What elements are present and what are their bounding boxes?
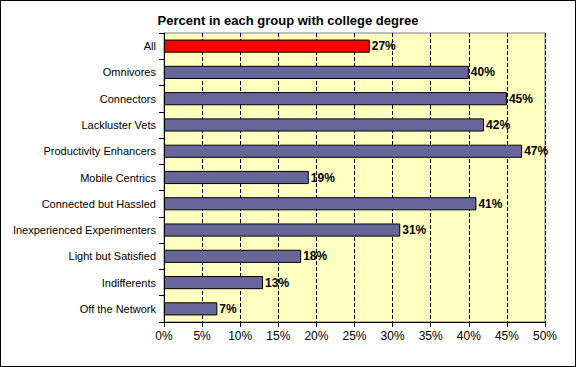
svg-text:15%: 15% [266, 329, 290, 343]
svg-text:13%: 13% [265, 276, 289, 290]
svg-text:Mobile Centrics: Mobile Centrics [80, 172, 156, 184]
svg-text:45%: 45% [509, 92, 533, 106]
svg-text:Inexperienced Experimenters: Inexperienced Experimenters [13, 224, 157, 236]
svg-text:Lackluster Vets: Lackluster Vets [81, 119, 156, 131]
svg-text:42%: 42% [486, 118, 510, 132]
svg-text:35%: 35% [419, 329, 443, 343]
svg-text:40%: 40% [471, 65, 495, 79]
svg-text:Omnivores: Omnivores [103, 66, 157, 78]
svg-text:30%: 30% [381, 329, 405, 343]
svg-text:Connectors: Connectors [100, 93, 157, 105]
svg-text:19%: 19% [311, 171, 335, 185]
svg-text:Indifferents: Indifferents [102, 277, 157, 289]
svg-text:Productivity Enhancers: Productivity Enhancers [44, 145, 157, 157]
svg-text:31%: 31% [402, 223, 426, 237]
svg-text:7%: 7% [219, 302, 237, 316]
svg-text:All: All [144, 40, 156, 52]
svg-text:25%: 25% [342, 329, 366, 343]
svg-text:Off the Network: Off the Network [80, 303, 157, 315]
svg-text:10%: 10% [228, 329, 252, 343]
svg-text:0%: 0% [155, 329, 173, 343]
svg-text:5%: 5% [193, 329, 211, 343]
svg-text:Light but Satisfied: Light but Satisfied [69, 250, 156, 262]
svg-text:47%: 47% [524, 144, 548, 158]
svg-text:50%: 50% [533, 329, 557, 343]
svg-text:41%: 41% [478, 197, 502, 211]
svg-text:45%: 45% [495, 329, 519, 343]
svg-text:20%: 20% [304, 329, 328, 343]
svg-text:27%: 27% [372, 39, 396, 53]
svg-text:40%: 40% [457, 329, 481, 343]
svg-text:Connected but Hassled: Connected but Hassled [42, 198, 156, 210]
svg-text:18%: 18% [303, 249, 327, 263]
svg-text:Percent in each group with col: Percent in each group with college degre… [158, 13, 419, 28]
